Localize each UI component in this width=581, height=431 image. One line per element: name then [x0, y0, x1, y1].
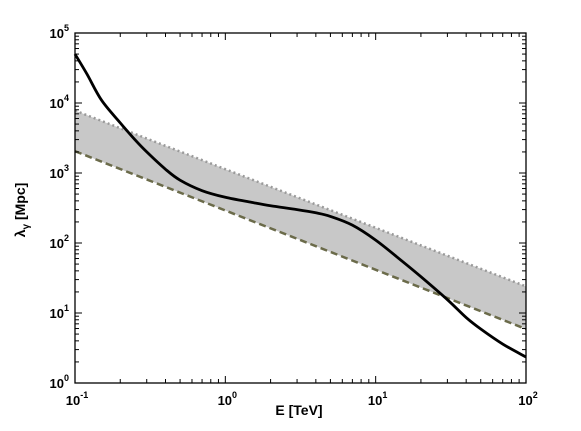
y-tick-label: 105 [50, 23, 69, 41]
attenuation-band [74, 109, 527, 331]
x-axis-label: E [TeV] [275, 402, 322, 418]
y-axis-label-main: λ [12, 229, 28, 237]
y-tick-base: 10 [50, 306, 64, 321]
x-tick-exponent: 0 [232, 390, 237, 400]
y-tick-exponent: 2 [64, 233, 69, 243]
x-tick-base: 10 [218, 393, 232, 408]
y-tick-base: 10 [50, 236, 64, 251]
series-line-0 [73, 53, 527, 359]
x-tick-exponent: -1 [80, 390, 88, 400]
y-tick-label: 100 [50, 373, 69, 391]
y-tick-label: 102 [50, 233, 69, 251]
y-tick-base: 10 [50, 96, 64, 111]
y-tick-exponent: 3 [64, 163, 69, 173]
plot-frame [74, 32, 527, 384]
band-upper-dotted-line [74, 109, 527, 288]
y-tick-base: 10 [50, 26, 64, 41]
x-tick-labels: 10-1 100 101 102 [66, 390, 538, 408]
y-tick-exponent: 0 [64, 373, 69, 383]
x-tick-exponent: 2 [533, 390, 538, 400]
y-tick-exponent: 5 [64, 23, 69, 33]
y-tick-exponent: 1 [64, 303, 69, 313]
y-axis-label-rest: [Mpc] [12, 183, 28, 224]
y-tick-base: 10 [50, 376, 64, 391]
line-series [73, 53, 527, 359]
x-tick-base: 10 [518, 393, 532, 408]
x-tick-label: 102 [518, 390, 537, 408]
band-fill [75, 110, 526, 330]
x-tick-base: 10 [66, 393, 80, 408]
x-tick-base: 10 [368, 393, 382, 408]
y-axis-label: λγ [Mpc] [12, 183, 32, 238]
band-lower-dashed-line [74, 150, 527, 331]
x-tick-label: 10-1 [66, 390, 88, 408]
x-tick-label: 101 [368, 390, 387, 408]
axis-ticks [74, 32, 527, 384]
y-tick-label: 103 [50, 163, 69, 181]
y-tick-exponent: 4 [64, 93, 69, 103]
y-tick-label: 101 [50, 303, 69, 321]
x-tick-exponent: 1 [382, 390, 387, 400]
y-tick-label: 104 [50, 93, 69, 111]
y-tick-base: 10 [50, 166, 64, 181]
x-tick-label: 100 [218, 390, 237, 408]
y-axis-label-sub: γ [21, 223, 32, 229]
